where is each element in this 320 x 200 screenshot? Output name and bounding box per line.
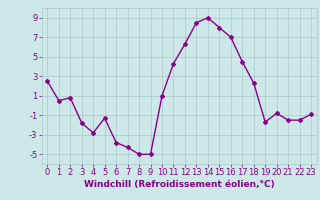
- X-axis label: Windchill (Refroidissement éolien,°C): Windchill (Refroidissement éolien,°C): [84, 180, 275, 189]
